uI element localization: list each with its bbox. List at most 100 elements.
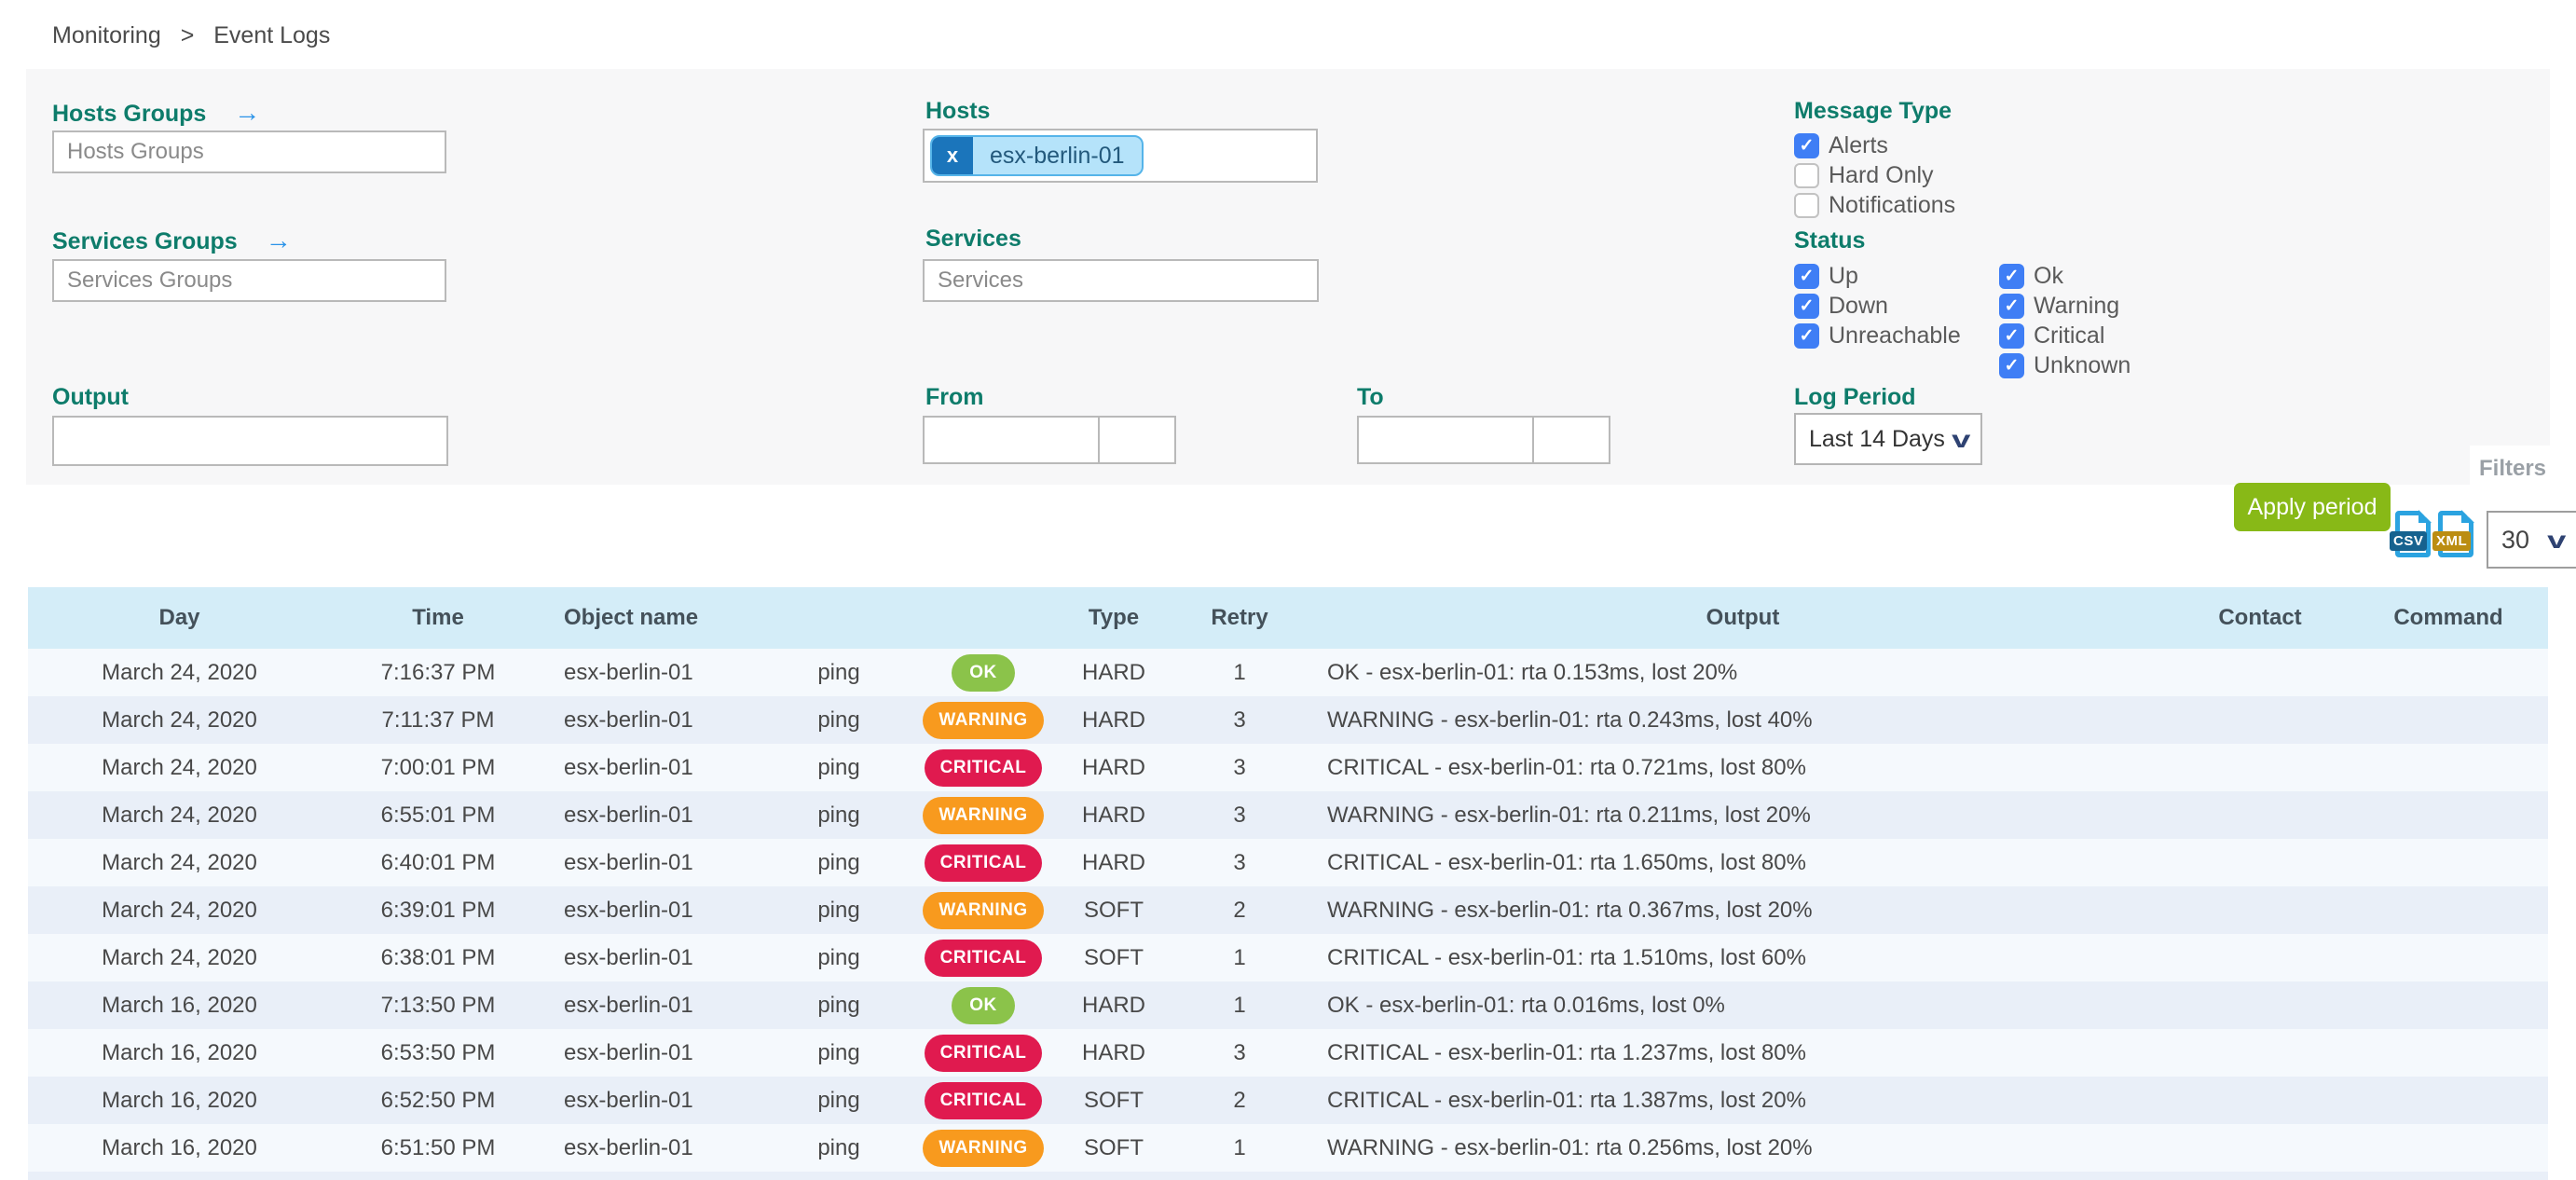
apply-period-button[interactable]: Apply period <box>2234 483 2391 531</box>
column-header-object-name[interactable]: Object name <box>564 605 699 630</box>
cell-object-name[interactable]: esx-berlin-01 <box>564 849 693 875</box>
checkbox-icon[interactable]: ✓ <box>1794 132 1819 158</box>
status-checkbox[interactable]: ✓ Critical <box>1999 321 2131 350</box>
checkbox-label: Notifications <box>1829 191 1956 218</box>
cell-retry: 3 <box>1233 707 1246 733</box>
services-groups-input[interactable] <box>52 259 446 302</box>
status-checkbox-list-hosts: ✓ Up ✓ Down ✓ Unreachable <box>1794 261 1961 350</box>
cell-service[interactable]: ping <box>817 897 860 923</box>
column-header-type[interactable]: Type <box>1088 605 1140 630</box>
breadcrumb-monitoring[interactable]: Monitoring <box>52 22 161 48</box>
from-date-input[interactable] <box>923 416 1100 464</box>
status-badge: WARNING <box>923 891 1044 929</box>
cell-object-name[interactable]: esx-berlin-01 <box>564 1134 693 1160</box>
cell-service[interactable]: ping <box>817 1039 860 1065</box>
status-checkbox[interactable]: ✓ Ok <box>1999 261 2131 291</box>
cell-output: WARNING - esx-berlin-01: rta 0.256ms, lo… <box>1327 1134 1813 1160</box>
status-badge: OK <box>952 986 1015 1024</box>
status-checkbox[interactable]: ✓ Down <box>1794 291 1961 321</box>
export-csv-icon[interactable]: CSV <box>2390 510 2432 557</box>
cell-output: OK - esx-berlin-01: rta 0.153ms, lost 20… <box>1327 659 1738 685</box>
cell-day: March 16, 2020 <box>102 1134 257 1160</box>
message-type-checkbox[interactable]: Notifications <box>1794 190 1955 220</box>
cell-service[interactable]: ping <box>817 1087 860 1113</box>
cell-object-name[interactable]: esx-berlin-01 <box>564 992 693 1018</box>
cell-retry: 3 <box>1233 802 1246 828</box>
checkbox-icon[interactable]: ✓ <box>1999 293 2024 319</box>
cell-service[interactable]: ping <box>817 659 860 685</box>
column-header-day[interactable]: Day <box>158 605 200 630</box>
cell-service[interactable]: ping <box>817 802 860 828</box>
checkbox-icon[interactable]: ✓ <box>1794 322 1819 349</box>
output-input[interactable] <box>52 416 448 466</box>
log-period-select[interactable]: Last 14 Days v <box>1794 413 1982 465</box>
cell-object-name[interactable]: esx-berlin-01 <box>564 1087 693 1113</box>
cell-day: March 16, 2020 <box>102 992 257 1018</box>
checkbox-icon[interactable]: ✓ <box>1999 352 2024 378</box>
cell-object-name[interactable]: esx-berlin-01 <box>564 754 693 780</box>
table-row: March 24, 2020 7:11:37 PM esx-berlin-01 … <box>28 696 2548 744</box>
column-header-retry[interactable]: Retry <box>1211 605 1268 630</box>
chevron-down-icon: v <box>1951 425 1970 453</box>
remove-host-tag-button[interactable]: x <box>932 137 973 174</box>
cell-service[interactable]: ping <box>817 849 860 875</box>
checkbox-icon[interactable]: ✓ <box>1794 293 1819 319</box>
cell-output: CRITICAL - esx-berlin-01: rta 1.510ms, l… <box>1327 944 1806 970</box>
checkbox-label: Up <box>1829 262 1858 289</box>
checkbox-icon[interactable]: ✓ <box>1794 263 1819 289</box>
cell-retry: 1 <box>1233 1134 1246 1160</box>
to-date-input[interactable] <box>1357 416 1534 464</box>
filters-tab[interactable]: Filters <box>2470 446 2555 492</box>
column-header-command[interactable]: Command <box>2393 605 2503 630</box>
cell-service[interactable]: ping <box>817 944 860 970</box>
cell-service[interactable]: ping <box>817 707 860 733</box>
cell-service[interactable]: ping <box>817 992 860 1018</box>
table-row: March 16, 2020 6:51:50 PM esx-berlin-01 … <box>28 1124 2548 1172</box>
rows-per-page-select[interactable]: 30 v <box>2487 511 2576 569</box>
to-time-input[interactable] <box>1532 416 1610 464</box>
cell-retry: 3 <box>1233 754 1246 780</box>
cell-status: OK <box>904 986 1062 1024</box>
services-input[interactable] <box>923 259 1319 302</box>
cell-service[interactable]: ping <box>817 754 860 780</box>
event-log-table: Day Time Object name Type Retry Output C… <box>28 587 2548 1180</box>
cell-object-name[interactable]: esx-berlin-01 <box>564 897 693 923</box>
cell-object-name[interactable]: esx-berlin-01 <box>564 707 693 733</box>
column-header-contact[interactable]: Contact <box>2218 605 2302 630</box>
hosts-groups-input[interactable] <box>52 130 446 173</box>
column-header-time[interactable]: Time <box>412 605 464 630</box>
hosts-label: Hosts <box>925 98 991 124</box>
message-type-checkbox[interactable]: ✓ Alerts <box>1794 130 1955 160</box>
filter-panel: Hosts Groups→ Services Groups→ Output Ho… <box>26 69 2550 531</box>
host-tag: x esx-berlin-01 <box>930 135 1144 176</box>
cell-type: HARD <box>1081 659 1145 685</box>
table-row: March 16, 2020 6:53:50 PM esx-berlin-01 … <box>28 1029 2548 1077</box>
cell-service[interactable]: ping <box>817 1134 860 1160</box>
cell-object-name[interactable]: esx-berlin-01 <box>564 1039 693 1065</box>
from-time-input[interactable] <box>1098 416 1176 464</box>
status-checkbox[interactable]: ✓ Unknown <box>1999 350 2131 380</box>
checkbox-icon[interactable]: ✓ <box>1999 263 2024 289</box>
status-badge: CRITICAL <box>924 844 1043 882</box>
export-xml-icon[interactable]: XML <box>2432 510 2474 557</box>
column-header-output[interactable]: Output <box>1706 605 1780 630</box>
checkbox-icon[interactable] <box>1794 162 1819 188</box>
hosts-groups-arrow-icon[interactable]: → <box>234 98 261 127</box>
breadcrumb: Monitoring > Event Logs <box>52 22 330 49</box>
hosts-input[interactable]: x esx-berlin-01 <box>923 129 1318 183</box>
checkbox-icon[interactable] <box>1794 192 1819 218</box>
cell-object-name[interactable]: esx-berlin-01 <box>564 944 693 970</box>
cell-time: 6:55:01 PM <box>380 802 496 828</box>
status-checkbox[interactable]: ✓ Unreachable <box>1794 321 1961 350</box>
status-badge: CRITICAL <box>924 1081 1043 1119</box>
output-label: Output <box>52 384 129 410</box>
status-checkbox[interactable]: ✓ Warning <box>1999 291 2131 321</box>
cell-status: WARNING <box>904 891 1062 929</box>
cell-object-name[interactable]: esx-berlin-01 <box>564 802 693 828</box>
services-groups-arrow-icon[interactable]: → <box>265 226 292 254</box>
message-type-checkbox[interactable]: Hard Only <box>1794 160 1955 190</box>
checkbox-icon[interactable]: ✓ <box>1999 322 2024 349</box>
cell-object-name[interactable]: esx-berlin-01 <box>564 659 693 685</box>
cell-time: 6:38:01 PM <box>380 944 496 970</box>
status-checkbox[interactable]: ✓ Up <box>1794 261 1961 291</box>
